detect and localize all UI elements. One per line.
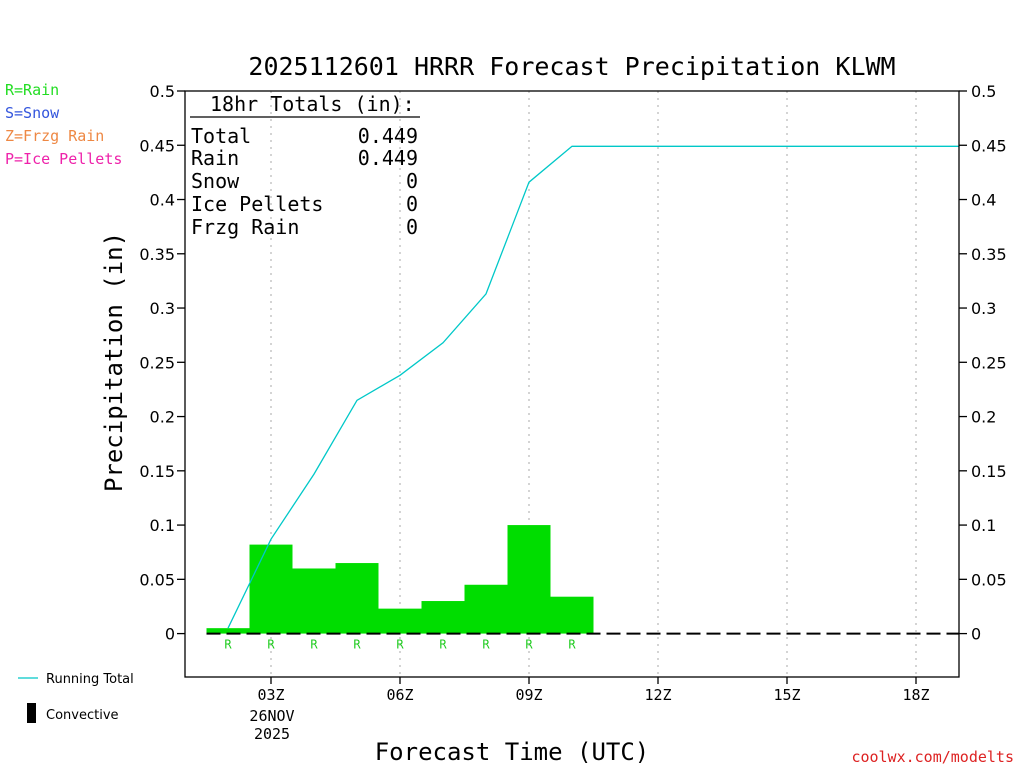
totals-label-total: Total — [191, 124, 251, 148]
y-tick-label-right-6: 0.3 — [971, 299, 996, 318]
y-tick-label-left-0: 0 — [165, 625, 175, 644]
y-tick-label-left-6: 0.3 — [150, 299, 175, 318]
precip-type-label-hour-1: R — [224, 638, 232, 652]
totals-value-frzg-rain: 0 — [406, 215, 418, 239]
y-tick-label-left-1: 0.05 — [139, 570, 175, 589]
precip-type-label-hour-4: R — [353, 638, 361, 652]
rain-bar-hour-7 — [464, 584, 508, 634]
precip-type-label-hour-9: R — [568, 638, 576, 652]
x-axis-label: Forecast Time (UTC) — [375, 738, 650, 766]
y-tick-label-right-7: 0.35 — [971, 245, 1007, 264]
y-axis-left: 0 0.05 0.1 0.15 0.2 0.25 0.3 0.35 0.4 0.45 0.5 — [139, 82, 185, 644]
rain-bar-hour-6 — [421, 601, 465, 634]
totals-heading: 18hr Totals (in): — [210, 92, 415, 116]
rain-bar-hour-2 — [249, 544, 293, 634]
legend-rain: R=Rain — [5, 81, 59, 99]
running-total-legend-label: Running Total — [46, 672, 134, 687]
y-tick-label-right-8: 0.4 — [971, 191, 996, 210]
precip-type-label-hour-6: R — [439, 638, 447, 652]
x-tick-label-09Z: 09Z — [515, 686, 542, 704]
rain-bar-hour-4 — [335, 563, 379, 634]
y-tick-label-left-4: 0.2 — [150, 408, 175, 427]
y-tick-label-right-0: 0 — [971, 625, 981, 644]
y-tick-label-right-3: 0.15 — [971, 462, 1007, 481]
chart-title: 2025112601 HRRR Forecast Precipitation K… — [248, 52, 895, 81]
plot-frame — [184, 90, 960, 678]
credit-label: coolwx.com/modelts — [851, 748, 1014, 766]
precip-type-label-hour-7: R — [482, 638, 490, 652]
y-tick-label-right-2: 0.1 — [971, 516, 996, 535]
x-axis: 03Z 06Z 09Z 12Z 15Z 18Z — [257, 677, 930, 704]
totals-value-total: 0.449 — [358, 124, 418, 148]
convective-legend-swatch — [27, 703, 36, 723]
totals-label-rain: Rain — [191, 146, 239, 170]
y-tick-label-left-7: 0.35 — [139, 245, 175, 264]
rain-bar-hour-9 — [550, 596, 594, 634]
y-tick-label-right-4: 0.2 — [971, 408, 996, 427]
y-tick-label-right-9: 0.45 — [971, 136, 1007, 155]
x-tick-label-12Z: 12Z — [644, 686, 671, 704]
rain-bar-hour-3 — [292, 568, 336, 634]
x-tick-label-03Z: 03Z — [257, 686, 284, 704]
legend-snow: S=Snow — [5, 104, 60, 122]
totals-value-rain: 0.449 — [358, 146, 418, 170]
y-tick-label-left-3: 0.15 — [139, 462, 175, 481]
legend-ice-pellets: P=Ice Pellets — [5, 150, 122, 168]
rain-bar-hour-1 — [206, 628, 250, 634]
totals-label-snow: Snow — [191, 169, 240, 193]
totals-value-snow: 0 — [406, 169, 418, 193]
type-legend: R=Rain S=Snow Z=Frzg Rain P=Ice Pellets — [5, 81, 122, 168]
precip-type-label-hour-8: R — [525, 638, 533, 652]
y-tick-label-right-1: 0.05 — [971, 570, 1007, 589]
y-tick-label-left-8: 0.4 — [150, 191, 175, 210]
precip-type-label-hour-3: R — [310, 638, 318, 652]
y-tick-label-left-9: 0.45 — [139, 136, 175, 155]
y-tick-label-right-10: 0.5 — [971, 82, 996, 101]
totals-label-frzg-rain: Frzg Rain — [191, 215, 299, 239]
date-label-day: 26NOV — [249, 707, 294, 725]
series-legend: Running Total Convective — [18, 672, 134, 723]
rain-bar-hour-8 — [507, 525, 551, 634]
precip-type-label-hour-5: R — [396, 638, 404, 652]
running-total-line — [227, 145, 959, 629]
totals-label-ice-pellets: Ice Pellets — [191, 192, 323, 216]
y-axis-label: Precipitation (in) — [100, 232, 128, 492]
totals-value-ice-pellets: 0 — [406, 192, 418, 216]
y-axis-right: 0 0.05 0.1 0.15 0.2 0.25 0.3 0.35 0.4 0.45 0.5 — [959, 82, 1007, 644]
y-tick-label-left-5: 0.25 — [139, 353, 175, 372]
y-tick-label-left-2: 0.1 — [150, 516, 175, 535]
rain-bar-hour-5 — [378, 608, 422, 634]
x-tick-label-18Z: 18Z — [902, 686, 929, 704]
precip-type-label-hour-2: R — [267, 638, 275, 652]
y-tick-label-left-10: 0.5 — [150, 82, 175, 101]
convective-legend-label: Convective — [46, 708, 119, 723]
legend-frzg-rain: Z=Frzg Rain — [5, 127, 104, 145]
x-tick-label-15Z: 15Z — [773, 686, 800, 704]
y-tick-label-right-5: 0.25 — [971, 353, 1007, 372]
rain-bars — [206, 525, 594, 634]
x-tick-label-06Z: 06Z — [386, 686, 413, 704]
totals-box: 18hr Totals (in): Total 0.449 Rain 0.449… — [190, 92, 420, 239]
date-label-year: 2025 — [254, 725, 290, 743]
